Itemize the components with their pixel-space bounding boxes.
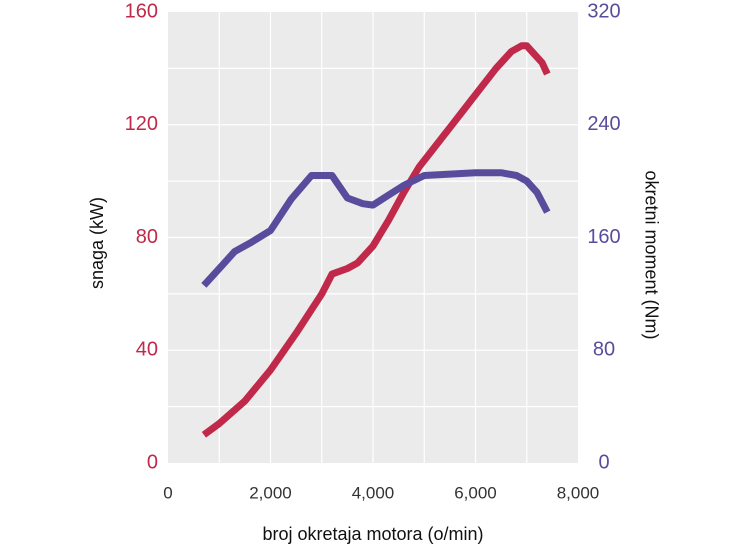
y-tick-label-right: 0	[598, 451, 609, 473]
y-tick-label-right: 80	[593, 339, 615, 361]
y-tick-label-left: 80	[136, 226, 158, 248]
y-tick-label-right: 320	[587, 0, 620, 22]
x-axis-title: broj okretaja motora (o/min)	[262, 524, 483, 544]
x-tick-label: 2,000	[249, 483, 292, 502]
y-tick-label-left: 160	[125, 0, 158, 22]
y-axis-title-right: okretni moment (Nm)	[641, 170, 661, 339]
x-tick-label: 6,000	[454, 483, 497, 502]
x-tick-label: 0	[163, 483, 172, 502]
y-tick-label-left: 0	[147, 451, 158, 473]
y-tick-label-right: 160	[587, 226, 620, 248]
y-tick-label-left: 120	[125, 113, 158, 135]
x-tick-label: 8,000	[557, 483, 600, 502]
y-axis-title-left: snaga (kW)	[87, 197, 107, 289]
x-tick-label: 4,000	[352, 483, 395, 502]
torque-line	[201, 169, 551, 288]
y-tick-label-right: 240	[587, 113, 620, 135]
y-tick-label-left: 40	[136, 339, 158, 361]
